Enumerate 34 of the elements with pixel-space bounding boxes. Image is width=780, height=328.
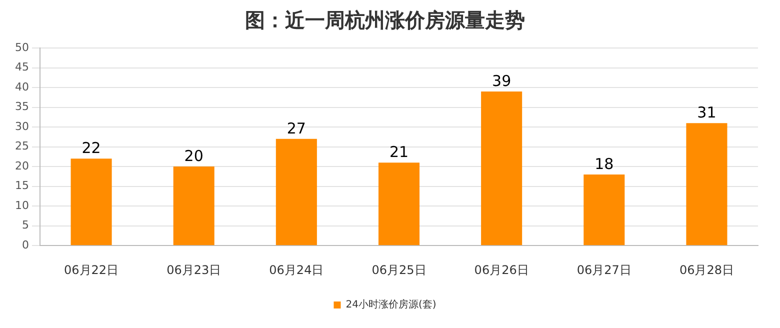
y-tick-label: 45 (14, 60, 29, 74)
bar (686, 123, 728, 246)
data-label: 21 (389, 143, 409, 161)
data-label: 20 (184, 146, 204, 165)
x-tick-label: 06月22日 (64, 262, 119, 277)
y-tick-label: 30 (14, 120, 29, 133)
data-label: 22 (82, 139, 101, 158)
y-tick-label: 50 (14, 40, 29, 54)
legend-label: 24小时涨价房源(套) (346, 298, 436, 311)
data-label: 18 (594, 154, 614, 173)
x-tick-label: 06月24日 (269, 262, 324, 277)
bar (276, 138, 317, 246)
bar (584, 174, 625, 246)
y-tick-label: 40 (14, 80, 29, 94)
y-tick-label: 15 (14, 179, 29, 192)
bar (481, 91, 522, 246)
bar (173, 166, 214, 246)
chart-title: 图：近一周杭州涨价房源量走势 (245, 8, 525, 32)
y-tick-label: 25 (14, 140, 29, 153)
x-tick-label: 06月23日 (166, 262, 222, 277)
y-tick-label: 5 (22, 218, 29, 232)
y-tick-label: 35 (14, 100, 29, 114)
x-tick-label: 06月28日 (679, 262, 734, 277)
x-tick-label: 06月26日 (474, 262, 529, 277)
x-tick-label: 06月25日 (372, 262, 426, 277)
y-tick-label: 20 (14, 159, 29, 172)
data-label: 39 (492, 72, 512, 90)
bar (378, 162, 420, 246)
data-label: 31 (697, 103, 716, 122)
x-tick-label: 06月27日 (576, 262, 632, 277)
y-tick-label: 0 (22, 238, 29, 252)
bar (70, 158, 112, 246)
data-label: 27 (286, 119, 306, 138)
y-tick-label: 10 (14, 198, 29, 212)
